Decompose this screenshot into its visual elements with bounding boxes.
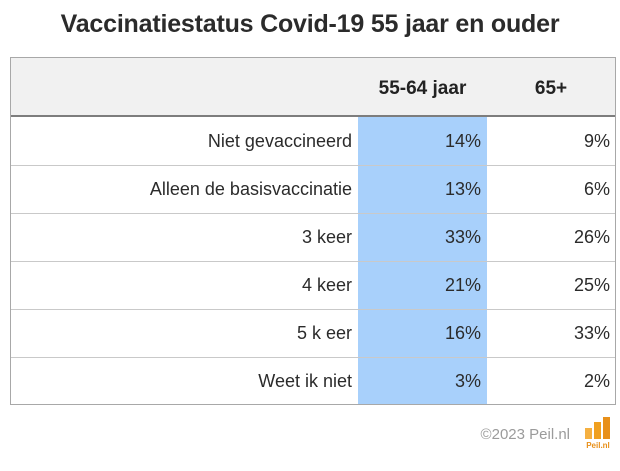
row-label: 5 k eer	[296, 323, 352, 343]
row-label: 3 keer	[301, 227, 352, 247]
cell-65-plus: 25%	[573, 275, 610, 295]
row-divider	[11, 261, 615, 262]
cell-55-64: 16%	[444, 323, 481, 343]
table-row: Niet gevaccineerd 14% 9%	[11, 117, 615, 165]
table-row: Alleen de basisvaccinatie 13% 6%	[11, 165, 615, 213]
table-header: 55-64 jaar 65+	[11, 58, 615, 117]
cell-65-plus: 6%	[583, 179, 610, 199]
row-divider	[11, 213, 615, 214]
row-label: Alleen de basisvaccinatie	[149, 179, 352, 199]
cell-65-plus: 26%	[573, 227, 610, 247]
peil-logo-icon: Peil.nl	[585, 417, 610, 450]
column-header-65-plus: 65+	[534, 78, 568, 99]
copyright-text: ©2023 Peil.nl	[480, 426, 570, 443]
column-header-55-64: 55-64 jaar	[378, 78, 467, 99]
table-row: 3 keer 33% 26%	[11, 213, 615, 261]
row-divider	[11, 357, 615, 358]
table-row: 4 keer 21% 25%	[11, 261, 615, 309]
cell-65-plus: 33%	[573, 323, 610, 343]
row-label: Niet gevaccineerd	[207, 131, 352, 151]
logo-text: Peil.nl	[586, 441, 610, 450]
row-label: 4 keer	[301, 275, 352, 295]
cell-55-64: 14%	[444, 131, 481, 151]
results-table: 55-64 jaar 65+ Niet gevaccineerd 14% 9% All…	[10, 57, 616, 405]
row-label: Weet ik niet	[258, 371, 352, 391]
table-row: 5 k eer 16% 33%	[11, 309, 615, 357]
cell-55-64: 3%	[454, 371, 481, 391]
cell-55-64: 13%	[444, 179, 481, 199]
highlight-column	[358, 117, 487, 404]
cell-65-plus: 2%	[583, 371, 610, 391]
cell-55-64: 21%	[444, 275, 481, 295]
table-row: Weet ik niet 3% 2%	[11, 357, 615, 405]
row-divider	[11, 309, 615, 310]
row-divider	[11, 165, 615, 166]
chart-title: Vaccinatiestatus Covid-19 55 jaar en oud…	[60, 10, 560, 38]
cell-55-64: 33%	[444, 227, 481, 247]
cell-65-plus: 9%	[583, 131, 610, 151]
